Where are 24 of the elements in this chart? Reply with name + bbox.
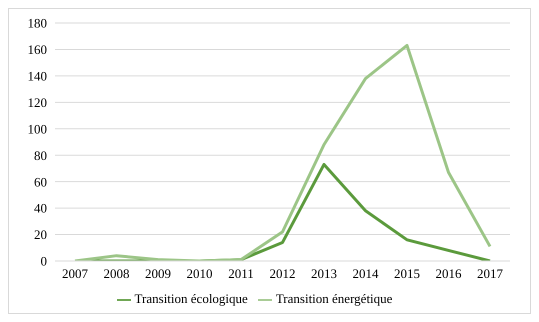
y-tick-label: 100 (28, 121, 47, 136)
x-tick-label: 2012 (270, 266, 296, 282)
line-series (74, 44, 492, 261)
y-tick-label: 180 (28, 16, 47, 31)
x-tick-label: 2016 (436, 266, 462, 282)
x-tick-label: 2013 (311, 266, 337, 282)
y-tick-label: 140 (28, 68, 47, 84)
y-tick-label: 160 (28, 42, 47, 58)
y-tick-label: 20 (34, 227, 47, 242)
x-tick-label: 2017 (477, 266, 504, 282)
x-tick-label: 2009 (145, 266, 171, 282)
x-tick-label: 2014 (352, 266, 379, 282)
y-tick-label: 0 (40, 254, 47, 269)
y-tick-label: 80 (34, 148, 47, 163)
x-tick-label: 2011 (228, 266, 254, 282)
legend-label: Transition énergétique (276, 290, 392, 306)
y-tick-label: 40 (34, 200, 47, 216)
x-tick-label: 2008 (104, 266, 130, 282)
x-tick-label: 2010 (186, 266, 212, 282)
y-tick-label: 60 (34, 174, 47, 190)
legend-label: Transition écologique (134, 290, 248, 306)
x-tick-label: 2015 (394, 266, 420, 282)
x-tick-label: 2007 (62, 266, 88, 282)
y-tick-label: 120 (28, 94, 47, 110)
